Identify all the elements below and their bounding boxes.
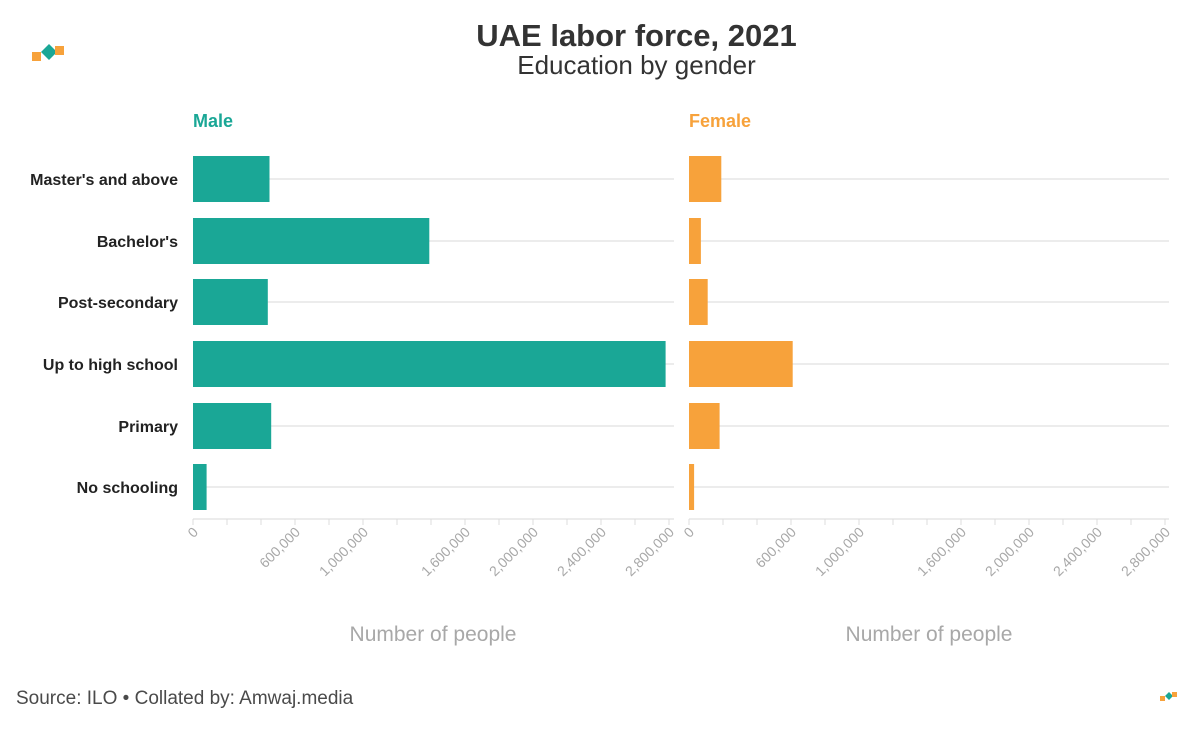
female-panel-title: Female <box>689 111 751 131</box>
female-bar <box>689 279 708 325</box>
female-tick-label: 0 <box>680 524 697 541</box>
chart-title: UAE labor force, 2021 <box>476 18 797 53</box>
category-label: Bachelor's <box>97 234 178 251</box>
male-tick-label: 2,400,000 <box>554 524 610 580</box>
category-label: Post-secondary <box>58 295 178 312</box>
category-label: Master's and above <box>30 172 178 189</box>
male-tick-label: 600,000 <box>256 524 303 571</box>
male-bar <box>193 341 666 387</box>
female-tick-label: 1,600,000 <box>914 524 970 580</box>
male-tick-label: 1,000,000 <box>316 524 372 580</box>
male-bar <box>193 403 272 449</box>
category-label: Up to high school <box>43 357 178 374</box>
category-label: Primary <box>118 419 178 436</box>
male-tick-label: 0 <box>184 524 201 541</box>
male-bar <box>193 218 430 264</box>
female-tick-label: 600,000 <box>752 524 799 571</box>
source-note: Source: ILO • Collated by: Amwaj.media <box>16 688 354 709</box>
female-tick-label: 2,400,000 <box>1050 524 1106 580</box>
female-bar <box>689 403 720 449</box>
male-tick-label: 1,600,000 <box>418 524 474 580</box>
male-bar <box>193 156 270 202</box>
female-axis-title: Number of people <box>846 623 1013 646</box>
male-panel-title: Male <box>193 111 233 131</box>
male-bar <box>193 279 268 325</box>
female-tick-label: 1,000,000 <box>812 524 868 580</box>
female-bar <box>689 464 695 510</box>
chart-subtitle: Education by gender <box>517 50 756 80</box>
amwaj-logo-small-icon <box>1160 690 1178 708</box>
male-tick-label: 2,800,000 <box>622 524 678 580</box>
male-tick-label: 2,000,000 <box>486 524 542 580</box>
female-bar <box>689 156 722 202</box>
amwaj-logo-icon <box>32 44 66 69</box>
female-bar <box>689 341 793 387</box>
female-tick-label: 2,800,000 <box>1118 524 1174 580</box>
female-tick-label: 2,000,000 <box>982 524 1038 580</box>
category-label: No schooling <box>77 480 178 497</box>
male-bar <box>193 464 207 510</box>
male-axis-title: Number of people <box>350 623 517 646</box>
female-bar <box>689 218 701 264</box>
